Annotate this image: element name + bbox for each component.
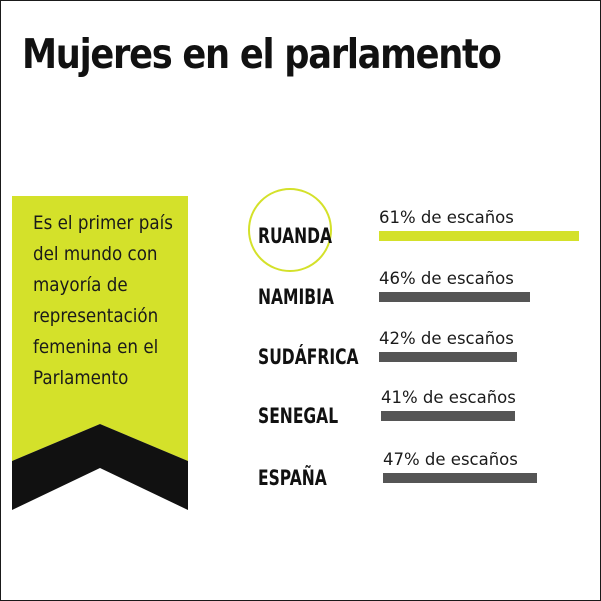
value-label: 42% de escaños [379,329,514,348]
bar [379,352,517,362]
banner-line: mayoría de [33,274,128,296]
banner-line: Parlamento [33,367,129,389]
value-label: 47% de escaños [383,450,518,469]
banner-line: representación [33,305,159,327]
value-label: 41% de escaños [381,388,516,407]
bar [379,292,530,302]
banner-text: Es el primer país del mundo con mayoría … [33,208,187,394]
banner-line: femenina en el [33,336,159,358]
ribbon-yellow [12,196,188,461]
country-label: NAMIBIA [258,285,334,309]
ribbon-banner [12,196,188,510]
country-label: RUANDA [258,224,333,248]
bar [383,473,537,483]
highlight-ring [248,188,332,272]
bar [379,231,579,241]
country-label: SENEGAL [258,404,339,428]
banner-line: del mundo con [33,243,158,265]
value-label: 46% de escaños [379,269,514,288]
country-label: SUDÁFRICA [258,345,359,369]
country-label: ESPAÑA [258,466,327,490]
bar [381,411,515,421]
value-label: 61% de escaños [379,208,514,227]
page-title: Mujeres en el parlamento [22,30,502,78]
banner-line: Es el primer país [33,212,173,234]
ribbon-black-chevron [12,424,188,510]
